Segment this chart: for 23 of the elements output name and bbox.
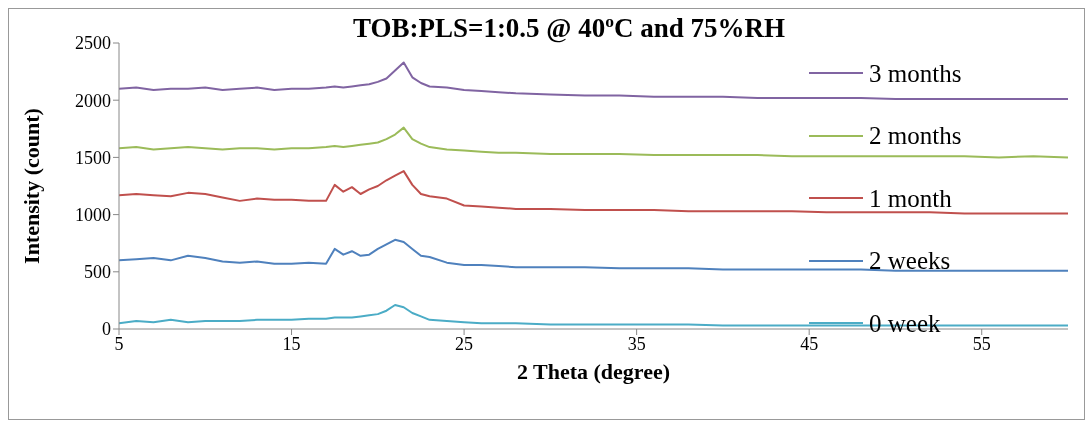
chart-title: TOB:PLS=1:0.5 @ 40$^{o}$C and 75%RH (352, 11, 786, 43)
legend-label: 3 months (869, 59, 962, 87)
y-tick-label: 2000 (75, 90, 111, 111)
x-tick-label: 35 (627, 333, 646, 354)
x-tick-label: 45 (800, 333, 819, 354)
line-series (119, 238, 1068, 272)
y-tick-label: 1000 (75, 204, 111, 225)
legend-label: 1 month (869, 184, 952, 212)
x-axis-title: 2 Theta (degree) (516, 359, 671, 384)
line-series (119, 170, 1068, 215)
x-tick-label: 5 (114, 333, 124, 354)
x-tick-label: 55 (972, 333, 991, 354)
line-series (119, 61, 1068, 101)
y-axis-title: Intensity (count) (18, 108, 44, 264)
x-tick-label: 15 (282, 333, 301, 354)
legend-label: 2 weeks (869, 247, 951, 275)
y-tick-label: 1500 (75, 147, 111, 168)
y-tick-label: 0 (102, 319, 111, 340)
legend-label: 2 months (869, 122, 962, 150)
y-tick-label: 2500 (75, 33, 111, 54)
y-tick-label: 500 (84, 262, 111, 283)
x-tick-label: 25 (455, 333, 474, 354)
line-series (119, 126, 1068, 159)
